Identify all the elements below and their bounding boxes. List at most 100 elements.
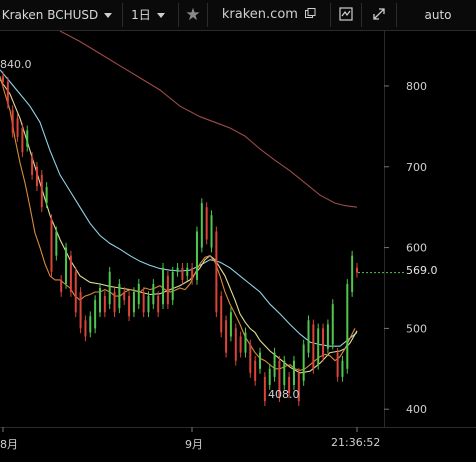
symbol-selector[interactable]: Kraken BCHUSD xyxy=(0,0,114,30)
candle-body xyxy=(263,376,266,402)
candle-body xyxy=(21,127,24,153)
candle-body xyxy=(142,292,145,313)
high-price-label: 840.0 xyxy=(0,58,32,71)
moving-average-slow xyxy=(0,69,358,347)
candle-body xyxy=(11,110,14,133)
candle-body xyxy=(35,166,38,187)
candle-body xyxy=(234,328,237,361)
snapshot-button[interactable] xyxy=(331,0,361,30)
candle-body xyxy=(273,352,276,377)
candle-body xyxy=(288,376,291,394)
candle-body xyxy=(186,267,189,276)
popout-icon xyxy=(305,8,316,18)
candle-body xyxy=(50,219,53,272)
candle-body xyxy=(98,287,101,313)
candle-body xyxy=(191,267,194,280)
candle-body xyxy=(113,292,116,313)
candle-body xyxy=(297,372,300,402)
toolbar-divider xyxy=(396,3,397,27)
candle-body xyxy=(171,271,174,301)
candle-body xyxy=(152,283,155,305)
interval-label: 1日 xyxy=(131,8,151,22)
candle-body xyxy=(239,336,242,353)
candle-body xyxy=(118,283,121,309)
fullscreen-icon xyxy=(373,8,385,20)
candle-body xyxy=(195,231,198,280)
low-price-label: 408.0 xyxy=(268,388,300,401)
moving-average-fast xyxy=(0,76,356,371)
candle-body xyxy=(166,275,169,305)
candle-body xyxy=(16,118,19,137)
price-tick-label: 800 xyxy=(406,80,427,93)
candle-body xyxy=(278,360,281,398)
site-link[interactable]: kraken.com xyxy=(208,0,330,30)
scale-label: auto xyxy=(424,8,452,22)
candle-body xyxy=(326,324,329,349)
candle-body xyxy=(259,352,262,369)
chevron-down-icon xyxy=(104,13,113,18)
candle-body xyxy=(302,344,305,381)
candle-body xyxy=(317,328,320,365)
candle-body xyxy=(356,267,358,273)
time-label-now: 21:36:52 xyxy=(331,436,381,449)
candle-body xyxy=(123,292,126,301)
candle-body xyxy=(31,157,34,175)
time-label-sep: 9月 xyxy=(185,438,203,451)
candle-body xyxy=(137,283,140,305)
price-tick-label: 700 xyxy=(406,161,427,174)
candle-body xyxy=(132,292,135,313)
candle-body xyxy=(220,296,223,333)
price-chart[interactable]: 400 500 600 700 800 xyxy=(0,31,476,462)
candle-body xyxy=(268,368,271,385)
price-tick-label: 400 xyxy=(406,403,427,416)
candle-body xyxy=(200,203,203,248)
candle-body xyxy=(312,324,315,369)
last-price-label: 569.0 xyxy=(406,264,438,277)
candle-body xyxy=(40,174,43,208)
time-label-aug: 8月 xyxy=(0,438,18,451)
candle-body xyxy=(307,320,310,353)
candle-body xyxy=(94,300,97,329)
toolbar-divider xyxy=(178,3,179,27)
candle-body xyxy=(351,255,354,293)
candle-body xyxy=(176,267,179,272)
price-tick-label: 600 xyxy=(406,242,427,255)
scale-selector[interactable]: auto xyxy=(400,0,476,30)
candle-body xyxy=(157,296,160,313)
candle-body xyxy=(249,344,252,373)
interval-selector[interactable]: 1日 xyxy=(123,0,173,30)
candle-body xyxy=(162,267,165,305)
candle-body xyxy=(210,215,213,248)
symbol-label: Kraken BCHUSD xyxy=(1,8,99,22)
candle-body xyxy=(215,231,218,313)
candle-body xyxy=(229,312,232,337)
price-tick-label: 500 xyxy=(406,322,427,335)
candle-body xyxy=(128,296,131,317)
candle-body xyxy=(283,360,286,385)
toolbar-divider xyxy=(330,3,331,27)
candle-body xyxy=(89,316,92,333)
candle-body xyxy=(69,255,72,293)
candle-body xyxy=(55,231,58,256)
candle-body xyxy=(205,207,208,240)
candle-body xyxy=(322,328,325,357)
star-icon[interactable]: ★ xyxy=(185,5,201,25)
candle-body xyxy=(108,271,111,305)
chart-toolbar: Kraken BCHUSD 1日 ★ kraken.com auto xyxy=(0,0,476,31)
candle-body xyxy=(79,292,82,329)
chevron-down-icon xyxy=(156,13,165,18)
fullscreen-button[interactable] xyxy=(362,0,396,30)
candle-body xyxy=(74,271,77,313)
candle-body xyxy=(84,320,87,337)
candle-body xyxy=(65,247,68,284)
candle-body xyxy=(2,76,4,82)
candle-body xyxy=(103,296,106,313)
toolbar-divider xyxy=(207,3,208,27)
candle-body xyxy=(244,332,247,353)
candle-body xyxy=(45,186,48,204)
candle-body xyxy=(336,352,339,377)
candle-body xyxy=(147,296,150,313)
candle-body xyxy=(181,267,184,280)
candle-body xyxy=(346,283,349,369)
candle-body xyxy=(254,360,257,381)
